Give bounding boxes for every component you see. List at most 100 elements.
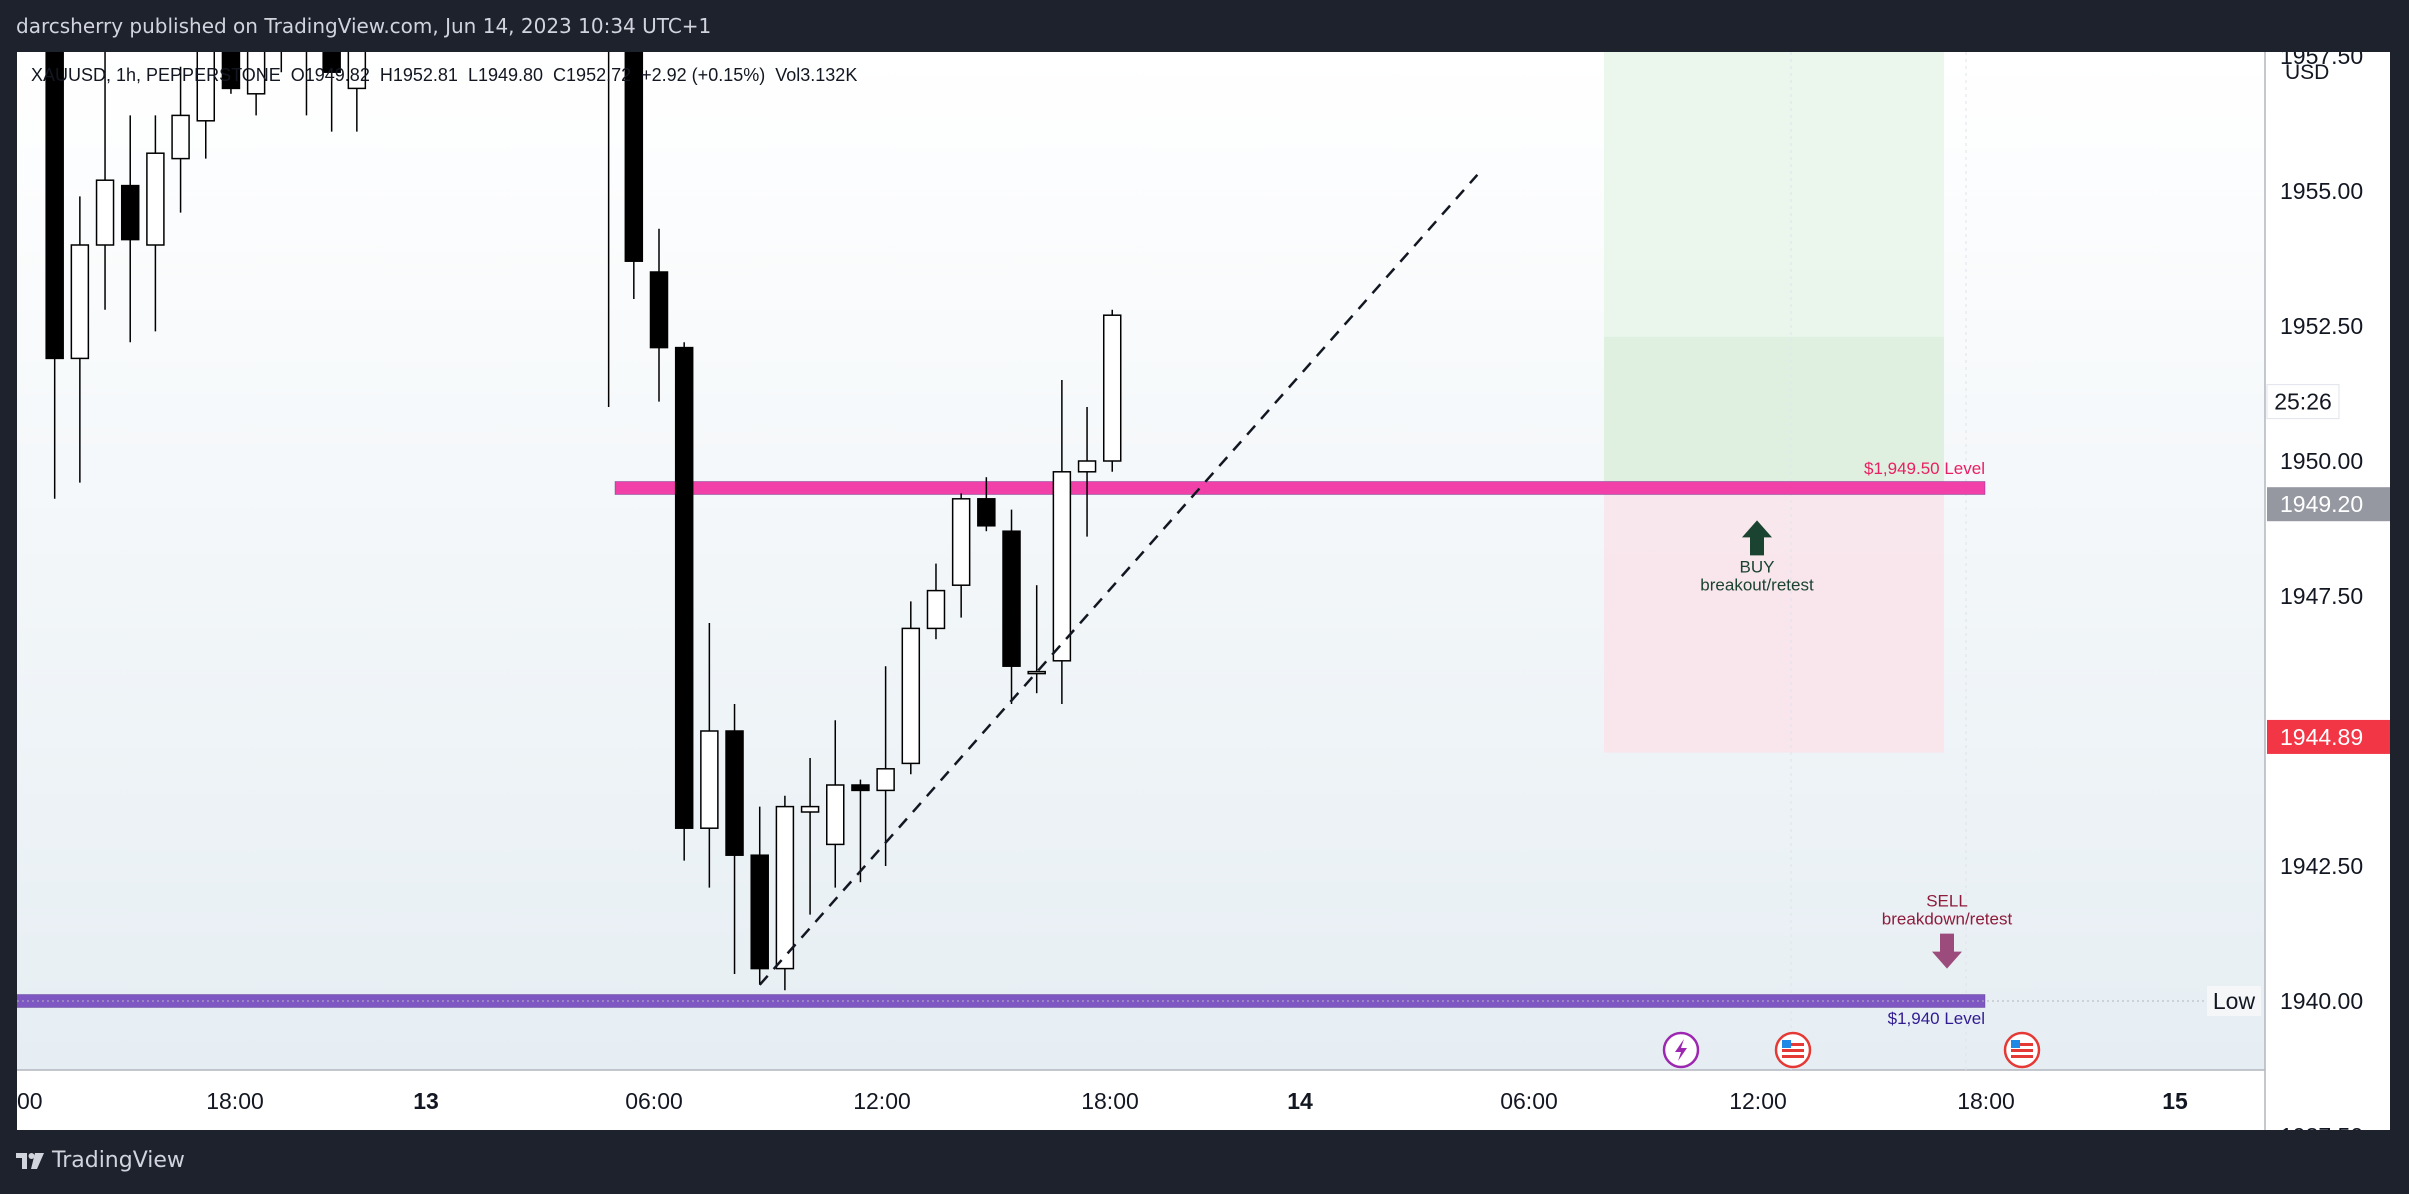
- candle[interactable]: [171, 66, 190, 213]
- legend-low: L1949.80: [468, 65, 543, 85]
- candle-body: [347, 52, 367, 90]
- y-tick-label: 1937.50: [2280, 1123, 2363, 1130]
- candle-body: [700, 730, 719, 829]
- low-value-bg: [2269, 986, 2389, 1016]
- annotation-title: SELL: [1926, 892, 1968, 911]
- candle-body: [70, 244, 90, 360]
- candle-body: [649, 271, 669, 349]
- level-label: $1,940 Level: [1888, 1009, 1985, 1028]
- candle[interactable]: [800, 758, 820, 915]
- x-tick-label: 18:00: [1957, 1088, 2015, 1114]
- candle[interactable]: [1052, 380, 1072, 704]
- candle-body: [221, 52, 241, 90]
- long-profit-fill: [1604, 336, 1944, 488]
- candle[interactable]: [95, 52, 115, 310]
- up-arrow-icon: [1742, 520, 1772, 556]
- candle[interactable]: [750, 806, 769, 985]
- candle[interactable]: [1102, 309, 1122, 472]
- level-line[interactable]: [614, 481, 1986, 495]
- tradingview-brand: TradingView: [52, 1148, 185, 1173]
- long-stop-zone[interactable]: [1604, 488, 1944, 753]
- low-tag-bg: [2207, 986, 2261, 1016]
- current-price-bg: [2267, 487, 2390, 522]
- candle-body: [1002, 530, 1021, 667]
- candle[interactable]: [851, 779, 870, 883]
- candle[interactable]: [146, 115, 165, 332]
- candle[interactable]: [901, 601, 921, 775]
- candle[interactable]: [120, 115, 140, 343]
- candle-body: [146, 152, 165, 246]
- candle[interactable]: [246, 52, 266, 116]
- low-value: 1940.00: [2280, 988, 2363, 1014]
- candle-body: [750, 854, 769, 970]
- low-tag: Low: [2213, 988, 2256, 1014]
- candle[interactable]: [674, 342, 694, 861]
- legend-open: O1949.82: [291, 65, 370, 85]
- candle[interactable]: [775, 795, 795, 991]
- y-tick-label: 1952.50: [2280, 313, 2363, 339]
- chart-panel[interactable]: $1,970 Level$1,960 Level$1,949.50 Level$…: [17, 52, 2390, 1130]
- x-tick-label: 00: [17, 1088, 43, 1114]
- candle[interactable]: [221, 52, 241, 94]
- candle[interactable]: [624, 52, 644, 299]
- candle[interactable]: [951, 493, 971, 618]
- legend-close: C1952.72: [553, 65, 631, 85]
- candlestick-chart[interactable]: $1,970 Level$1,960 Level$1,949.50 Level$…: [17, 52, 2390, 1130]
- candle-body: [120, 184, 140, 241]
- countdown-bg: [2266, 384, 2340, 420]
- candle-body: [45, 52, 64, 360]
- candle-body: [977, 498, 996, 527]
- x-tick-label: 12:00: [1729, 1088, 1787, 1114]
- candle-body: [1077, 460, 1097, 473]
- y-tick-label: 1942.50: [2280, 853, 2363, 879]
- legend-change: +2.92 (+0.15%): [641, 65, 765, 85]
- candle[interactable]: [700, 623, 719, 888]
- candle-body: [674, 346, 694, 829]
- x-tick-label: 14: [1287, 1088, 1313, 1114]
- candle-body: [171, 114, 190, 160]
- candle[interactable]: [649, 228, 669, 402]
- y-tick-label: 1947.50: [2280, 583, 2363, 609]
- candle[interactable]: [45, 52, 64, 499]
- x-tick-label: 13: [413, 1088, 439, 1114]
- candle[interactable]: [1002, 509, 1021, 704]
- y-tick-label: 1955.00: [2280, 178, 2363, 204]
- annotation-subtitle: breakout/retest: [1700, 575, 1814, 594]
- candle[interactable]: [876, 666, 895, 866]
- tradingview-logo-icon: [16, 1152, 44, 1169]
- annotation-subtitle: breakdown/retest: [1882, 910, 2013, 929]
- level-line[interactable]: [17, 994, 1986, 1008]
- marked-price-bg: [2267, 719, 2390, 754]
- candle-body: [826, 784, 845, 846]
- tradingview-logo[interactable]: TradingView: [16, 1148, 185, 1173]
- candle[interactable]: [322, 52, 341, 132]
- x-tick-label: 12:00: [853, 1088, 911, 1114]
- candle-body: [725, 730, 744, 856]
- candle[interactable]: [298, 52, 315, 116]
- candle[interactable]: [1027, 585, 1046, 694]
- us-flag-event-icon[interactable]: [2003, 1031, 2041, 1069]
- y-tick-label: 1950.00: [2280, 448, 2363, 474]
- candle[interactable]: [977, 477, 996, 532]
- us-flag-event-icon[interactable]: [1774, 1031, 1812, 1069]
- candle[interactable]: [926, 563, 946, 640]
- candle[interactable]: [600, 52, 617, 407]
- candle-body: [851, 784, 870, 792]
- candle[interactable]: [826, 720, 845, 888]
- candle[interactable]: [725, 704, 744, 974]
- candle[interactable]: [196, 52, 216, 159]
- publisher-text: darcsherry published on TradingView.com,…: [16, 14, 712, 38]
- candle-body: [800, 805, 820, 813]
- footer-bar: [0, 1130, 2409, 1194]
- candle-body: [95, 179, 115, 246]
- candle[interactable]: [70, 196, 90, 483]
- lightning-event-icon[interactable]: [1662, 1031, 1700, 1069]
- candle[interactable]: [347, 52, 367, 132]
- candle-body: [951, 498, 971, 586]
- candle[interactable]: [1077, 407, 1097, 537]
- down-arrow-icon: [1932, 933, 1962, 969]
- svg-text:XAUUSD, 1h, PEPPERSTONE O1949: XAUUSD, 1h, PEPPERSTONE O1949.82 H1952.8…: [31, 65, 857, 85]
- candle-body: [624, 52, 644, 262]
